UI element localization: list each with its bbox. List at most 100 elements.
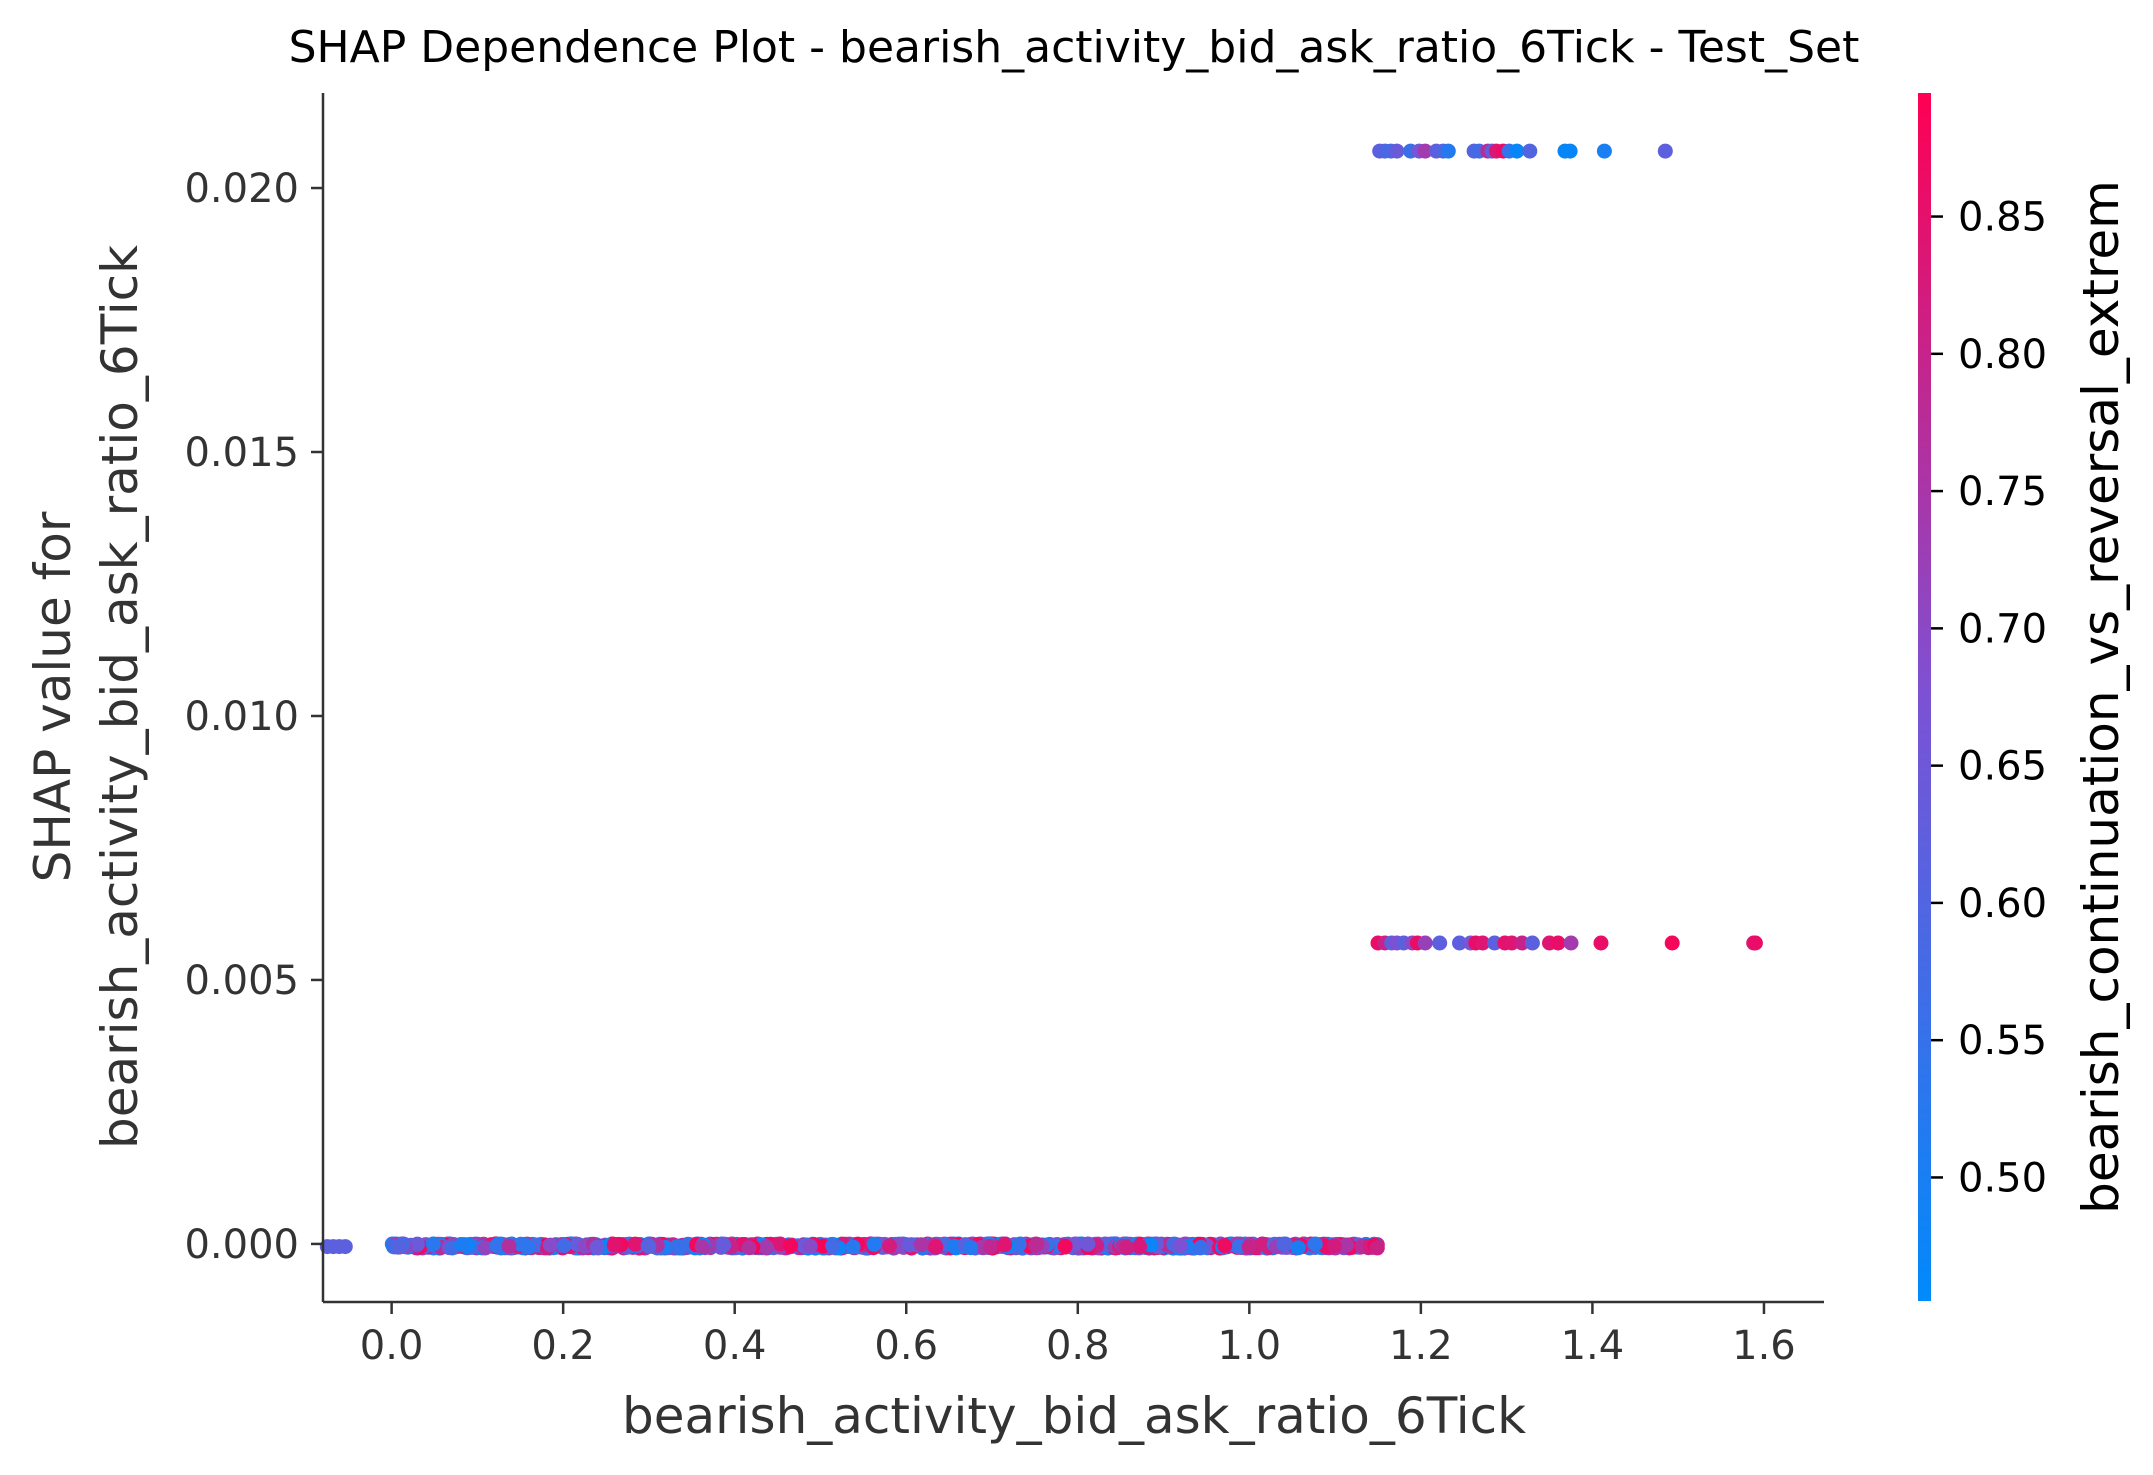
scatter-point bbox=[425, 1236, 441, 1252]
scatter-point bbox=[1254, 1236, 1270, 1252]
scatter-point bbox=[783, 1238, 799, 1254]
y-tick-label: 0.010 bbox=[184, 694, 299, 740]
scatter-point bbox=[1440, 143, 1456, 159]
scatter-point bbox=[1290, 1240, 1306, 1256]
scatter-point bbox=[1747, 935, 1763, 951]
chart-title: SHAP Dependence Plot - bearish_activity_… bbox=[289, 22, 1860, 73]
scatter-point bbox=[1029, 1236, 1045, 1252]
scatter-point bbox=[1524, 935, 1540, 951]
scatter-point bbox=[1217, 1238, 1233, 1254]
colorbar-tick-label: 0.80 bbox=[1958, 332, 2047, 378]
scatter-point bbox=[392, 1239, 407, 1255]
scatter-point bbox=[1509, 143, 1525, 159]
x-tick-label: 0.2 bbox=[531, 1323, 595, 1369]
y-tick-label: 0.015 bbox=[184, 430, 299, 476]
colorbar-tick-label: 0.55 bbox=[1958, 1018, 2047, 1064]
scatter-point bbox=[1432, 935, 1448, 951]
scatter-point bbox=[1475, 935, 1491, 951]
x-tick-label: 0.6 bbox=[874, 1323, 938, 1369]
scatter-point bbox=[477, 1240, 493, 1256]
scatter-point bbox=[1593, 935, 1609, 951]
scatter-point bbox=[1172, 1238, 1188, 1254]
scatter-point bbox=[1143, 1237, 1159, 1253]
scatter-point bbox=[758, 1239, 774, 1255]
x-tick-label: 1.0 bbox=[1218, 1323, 1282, 1369]
scatter-point bbox=[1664, 935, 1680, 951]
colorbar-tick-label: 0.60 bbox=[1958, 881, 2047, 927]
scatter-point bbox=[606, 1237, 622, 1252]
scatter-point bbox=[1504, 935, 1520, 951]
scatter-point bbox=[802, 1238, 818, 1254]
x-tick-label: 0.4 bbox=[703, 1323, 767, 1369]
x-tick-label: 0.8 bbox=[1046, 1323, 1110, 1369]
scatter-point bbox=[1657, 143, 1673, 159]
scatter-point bbox=[1487, 935, 1503, 951]
scatter-point bbox=[997, 1237, 1013, 1253]
y-axis-label-line1: SHAP value for bbox=[24, 511, 82, 882]
scatter-point bbox=[542, 1237, 558, 1253]
scatter-point bbox=[845, 1239, 861, 1255]
scatter-point bbox=[1389, 143, 1405, 159]
scatter-point bbox=[825, 1238, 841, 1254]
scatter-point bbox=[1417, 143, 1433, 159]
x-axis-label: bearish_activity_bid_ask_ratio_6Tick bbox=[622, 1387, 1526, 1445]
scatter-point bbox=[902, 1237, 918, 1253]
colorbar-tick-label: 0.50 bbox=[1958, 1155, 2047, 1201]
x-tick-label: 0.0 bbox=[360, 1323, 424, 1369]
y-tick-label: 0.000 bbox=[184, 1222, 299, 1268]
scatter-point bbox=[1563, 935, 1579, 951]
scatter-point bbox=[501, 1238, 517, 1254]
scatter-point bbox=[1326, 1238, 1342, 1254]
scatter-point bbox=[337, 1239, 353, 1255]
scatter-point bbox=[1514, 935, 1530, 951]
scatter-point bbox=[1339, 1237, 1355, 1253]
x-axis-ticks: 0.0 0.2 0.4 0.6 0.8 1.0 1.2 1.4 1.6 bbox=[360, 1302, 1796, 1369]
scatter-point bbox=[913, 1237, 929, 1253]
scatter-point bbox=[589, 1239, 605, 1255]
scatter-point bbox=[741, 1240, 757, 1256]
y-tick-label: 0.005 bbox=[184, 958, 299, 1004]
scatter-point bbox=[489, 1238, 504, 1254]
scatter-point bbox=[694, 1239, 710, 1255]
scatter-point bbox=[1231, 1239, 1247, 1255]
scatter-point bbox=[866, 1236, 882, 1252]
colorbar-tick-label: 0.70 bbox=[1958, 606, 2047, 652]
x-tick-label: 1.2 bbox=[1389, 1323, 1453, 1369]
scatter-point bbox=[982, 1239, 998, 1255]
scatter-point bbox=[1307, 1236, 1323, 1252]
scatter-point bbox=[627, 1236, 643, 1252]
scatter-point bbox=[1132, 1239, 1148, 1255]
scatter-point bbox=[1241, 1239, 1257, 1255]
scatter-point bbox=[1080, 1236, 1096, 1252]
scatter-point bbox=[641, 1238, 657, 1254]
scatter-point bbox=[1011, 1236, 1027, 1252]
scatter-point bbox=[1417, 935, 1433, 951]
scatter-point bbox=[1119, 1240, 1135, 1256]
scatter-point bbox=[409, 1236, 425, 1252]
x-tick-label: 1.6 bbox=[1732, 1323, 1796, 1369]
colorbar-ticks: 0.50 0.55 0.60 0.65 0.70 0.75 0.80 0.85 bbox=[1931, 195, 2047, 1201]
scatter-point bbox=[928, 1239, 944, 1255]
scatter-point bbox=[1276, 1236, 1292, 1252]
scatter-point bbox=[963, 1240, 979, 1256]
scatter-point bbox=[556, 1238, 572, 1254]
scatter-point bbox=[1369, 1240, 1385, 1256]
scatter-point bbox=[1452, 935, 1467, 951]
colorbar bbox=[1918, 93, 1931, 1301]
y-tick-label: 0.020 bbox=[184, 166, 299, 212]
colorbar-tick-label: 0.65 bbox=[1958, 744, 2047, 790]
x-tick-label: 1.4 bbox=[1561, 1323, 1625, 1369]
y-axis-label-line2: bearish_activity_bid_ask_ratio_6Tick bbox=[91, 245, 149, 1149]
scatter-point bbox=[1562, 143, 1578, 159]
scatter-point bbox=[1522, 143, 1538, 159]
scatter-point bbox=[454, 1237, 470, 1253]
scatter-point bbox=[1193, 1239, 1209, 1255]
scatter-point bbox=[716, 1237, 732, 1253]
scatter-point bbox=[882, 1238, 897, 1254]
colorbar-tick-label: 0.85 bbox=[1958, 195, 2047, 241]
scatter-point bbox=[520, 1239, 536, 1255]
colorbar-tick-label: 0.75 bbox=[1958, 469, 2047, 515]
scatter-point bbox=[1057, 1238, 1073, 1254]
